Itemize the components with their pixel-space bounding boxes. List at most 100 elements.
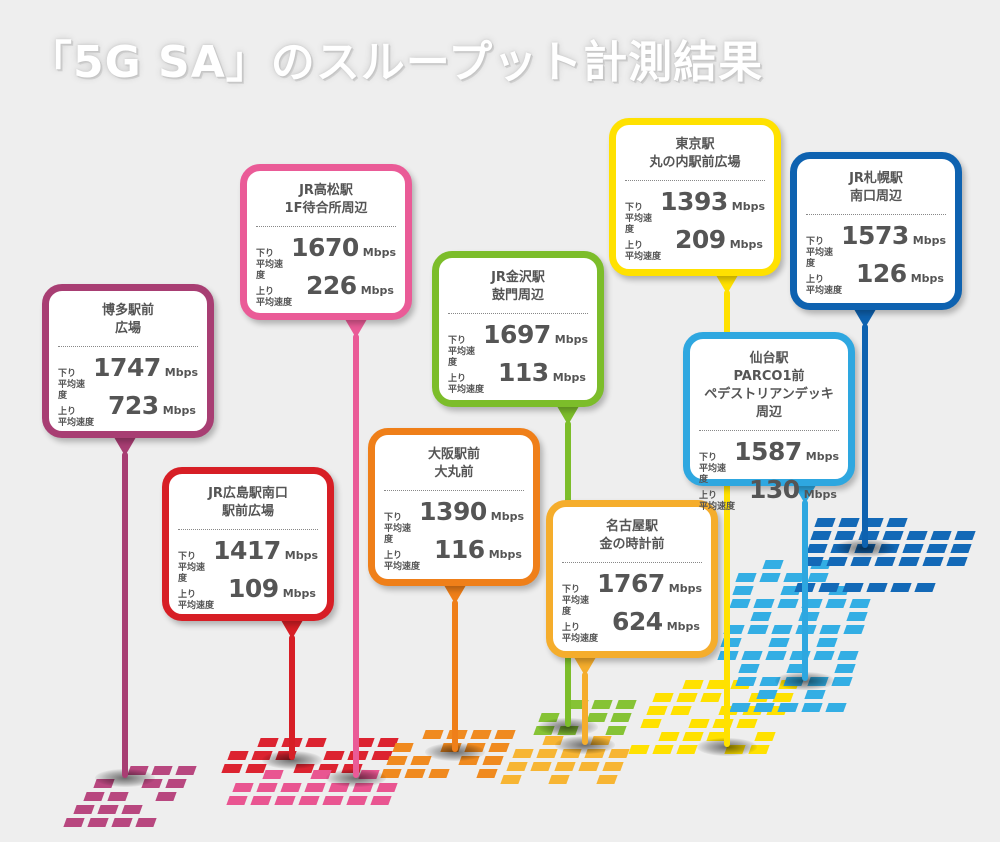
- map-tile: [83, 792, 105, 801]
- unit-label: Mbps: [729, 238, 763, 251]
- divider: [562, 562, 702, 563]
- map-tile: [107, 792, 129, 801]
- up-speed-value: 130: [749, 475, 800, 504]
- divider: [699, 430, 839, 431]
- map-tile: [849, 599, 871, 608]
- map-tile: [274, 796, 296, 805]
- map-tile: [850, 557, 872, 566]
- map-tile: [753, 703, 775, 712]
- down-speed-row: 下り 平均速度 1747 Mbps: [58, 353, 198, 401]
- pin-shadow: [262, 751, 322, 769]
- map-tile: [63, 818, 85, 827]
- map-tile: [729, 703, 751, 712]
- map-tile: [741, 651, 763, 660]
- map-tile: [165, 779, 187, 788]
- map-tile: [866, 583, 888, 592]
- up-speed-value: 723: [108, 391, 159, 420]
- unit-label: Mbps: [362, 246, 396, 259]
- map-tile: [646, 706, 668, 715]
- map-tile: [676, 745, 698, 754]
- map-tile: [801, 703, 823, 712]
- map-tile: [628, 745, 650, 754]
- map-tile: [902, 544, 924, 553]
- station-name: 仙台駅 PARCO1前 ペデストリアンデッキ周辺: [704, 351, 834, 420]
- map-tile: [488, 743, 510, 752]
- up-speed-row: 上り 平均速度 116 Mbps: [384, 535, 524, 573]
- map-tile: [825, 703, 847, 712]
- map-tile: [370, 796, 392, 805]
- up-speed-value: 113: [498, 358, 549, 387]
- up-speed-row: 上り 平均速度 209 Mbps: [625, 225, 765, 263]
- map-tile: [250, 796, 272, 805]
- station-name: 大阪駅前 大丸前: [427, 447, 480, 480]
- map-tile: [536, 749, 558, 758]
- map-tile: [245, 764, 267, 773]
- map-tile: [813, 651, 835, 660]
- station-name: JR広島駅南口 駅前広場: [208, 486, 288, 519]
- map-tile: [221, 764, 243, 773]
- map-tile: [658, 732, 680, 741]
- map-tile: [756, 690, 778, 699]
- map-tile: [819, 625, 841, 634]
- map-tile: [806, 544, 828, 553]
- map-tile: [73, 805, 95, 814]
- map-tile: [346, 796, 368, 805]
- pin-pole: [724, 290, 730, 747]
- up-speed-value: 126: [856, 259, 907, 288]
- up-speed-row: 上り 平均速度 723 Mbps: [58, 391, 198, 429]
- pin-shadow: [775, 672, 835, 690]
- station-card-hiroshima: JR広島駅南口 駅前広場 下り 平均速度 1417 Mbps 上り 平均速度 109 Mbp…: [162, 467, 334, 621]
- map-tile: [682, 732, 704, 741]
- down-speed-row: 下り 平均速度 1417 Mbps: [178, 536, 318, 584]
- map-tile: [753, 599, 775, 608]
- divider: [384, 490, 524, 491]
- pin-shadow: [835, 539, 895, 557]
- unit-label: Mbps: [668, 582, 702, 595]
- map-tile: [946, 557, 968, 566]
- station-name: 名古屋駅 金の時計前: [599, 519, 665, 552]
- map-tile: [305, 738, 327, 747]
- map-tile: [428, 769, 450, 778]
- map-tile: [554, 762, 576, 771]
- down-speed-value: 1390: [419, 497, 487, 526]
- down-speed-value: 1587: [734, 437, 802, 466]
- map-tile: [777, 703, 799, 712]
- unit-label: Mbps: [284, 549, 318, 562]
- map-tile: [922, 557, 944, 566]
- pin-pole: [122, 452, 128, 778]
- up-speed-label: 上り 平均速度: [625, 241, 662, 262]
- map-tile: [548, 775, 570, 784]
- page-title: 「5G SA」のスループット計測結果: [28, 37, 764, 88]
- map-tile: [304, 783, 326, 792]
- map-tile: [226, 796, 248, 805]
- unit-label: Mbps: [488, 548, 522, 561]
- unit-label: Mbps: [731, 200, 765, 213]
- map-tile: [591, 700, 613, 709]
- map-tile: [257, 738, 279, 747]
- map-tile: [837, 651, 859, 660]
- map-tile: [494, 730, 516, 739]
- pin-shadow: [697, 738, 757, 756]
- divider: [806, 214, 946, 215]
- unit-label: Mbps: [360, 284, 394, 297]
- map-tile: [227, 751, 249, 760]
- map-tile: [874, 557, 896, 566]
- station-card-takamatsu: JR高松駅 1F待合所周辺 下り 平均速度 1670 Mbps 上り 平均速度 226 Mb…: [240, 164, 412, 320]
- map-tile: [323, 751, 345, 760]
- station-name: JR札幌駅 南口周辺: [849, 171, 903, 204]
- map-tile: [846, 612, 868, 621]
- map-tile: [256, 783, 278, 792]
- up-speed-row: 上り 平均速度 126 Mbps: [806, 259, 946, 297]
- map-tile: [262, 770, 284, 779]
- map-tile: [747, 625, 769, 634]
- map-tile: [298, 796, 320, 805]
- map-tile: [322, 796, 344, 805]
- up-speed-label: 上り 平均速度: [562, 623, 599, 644]
- unit-label: Mbps: [162, 404, 196, 417]
- map-tile: [759, 573, 781, 582]
- map-tile: [754, 732, 776, 741]
- up-speed-label: 上り 平均速度: [699, 491, 736, 512]
- station-name: JR高松駅 1F待合所周辺: [284, 183, 368, 216]
- pin-pole: [452, 600, 458, 752]
- pin-shadow: [425, 743, 485, 761]
